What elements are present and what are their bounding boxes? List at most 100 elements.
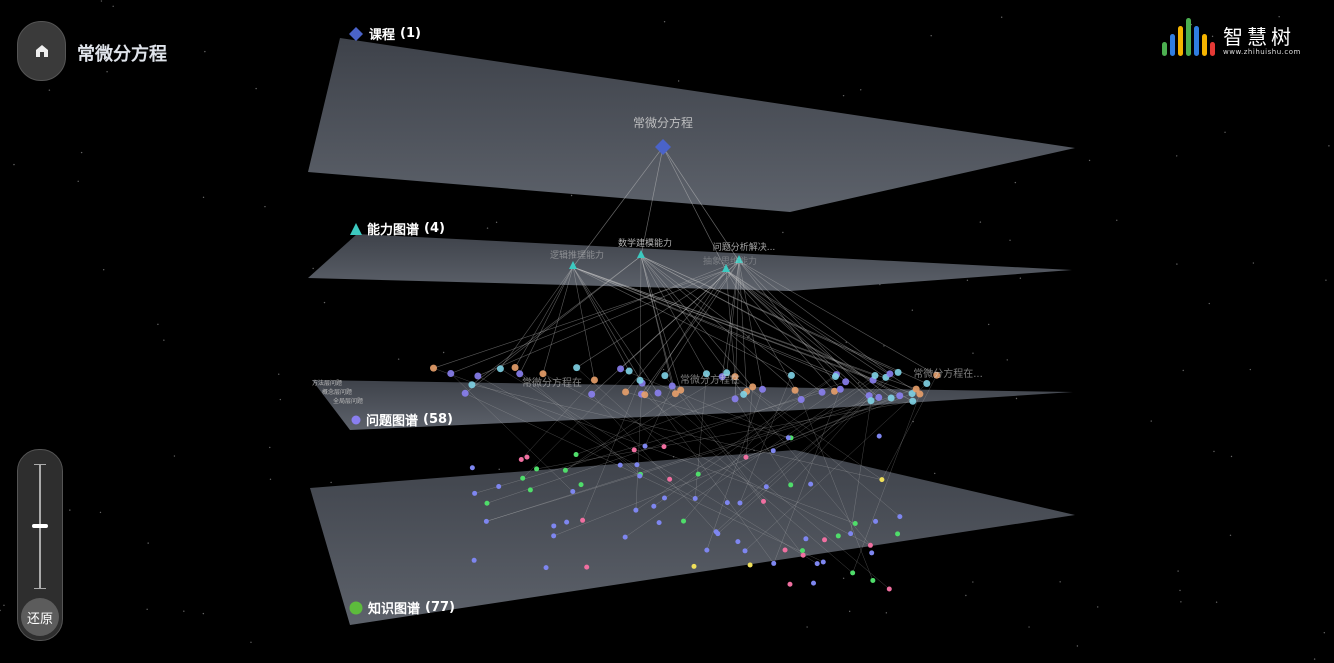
knowledge-node[interactable] [799,548,805,554]
question-node[interactable] [731,395,739,403]
knowledge-node[interactable] [631,447,637,453]
question-node[interactable] [759,385,767,393]
question-node[interactable] [896,392,904,400]
question-node[interactable] [461,389,469,397]
question-node[interactable] [573,364,581,372]
knowledge-node[interactable] [637,473,643,479]
knowledge-node[interactable] [876,433,882,439]
knowledge-node[interactable] [848,531,854,537]
knowledge-node[interactable] [662,495,668,501]
question-node[interactable] [430,364,438,372]
knowledge-node[interactable] [634,462,640,468]
knowledge-node[interactable] [622,534,628,540]
question-node[interactable] [791,386,799,394]
knowledge-node[interactable] [850,570,856,576]
knowledge-node[interactable] [642,443,648,449]
zoom-slider-handle[interactable] [32,524,48,528]
knowledge-node[interactable] [562,467,568,473]
knowledge-node[interactable] [691,563,697,569]
knowledge-node[interactable] [870,577,876,583]
question-node[interactable] [511,363,519,371]
knowledge-node[interactable] [656,520,662,526]
knowledge-node[interactable] [822,537,828,543]
course-node[interactable] [655,139,671,155]
question-node[interactable] [636,376,644,384]
knowledge-node[interactable] [551,523,557,529]
question-node[interactable] [539,370,547,378]
knowledge-node[interactable] [747,562,753,568]
question-node[interactable] [668,382,676,390]
question-node[interactable] [867,397,875,405]
knowledge-node[interactable] [743,454,749,460]
knowledge-node[interactable] [518,456,524,462]
ability-node[interactable] [735,255,743,263]
knowledge-node[interactable] [803,536,809,542]
knowledge-node[interactable] [617,462,623,468]
knowledge-node[interactable] [681,518,687,524]
knowledge-node[interactable] [852,521,858,527]
knowledge-node[interactable] [763,484,769,490]
question-node[interactable] [625,367,633,375]
knowledge-node[interactable] [787,581,793,587]
knowledge-node[interactable] [469,465,475,471]
ability-node[interactable] [722,264,730,272]
question-node[interactable] [749,383,757,391]
knowledge-node[interactable] [651,503,657,509]
knowledge-node[interactable] [742,548,748,554]
knowledge-node[interactable] [483,518,489,524]
knowledge-node[interactable] [534,466,540,472]
knowledge-node[interactable] [760,498,766,504]
question-node[interactable] [617,365,625,373]
question-node[interactable] [622,388,630,396]
question-node[interactable] [468,381,476,389]
question-node[interactable] [842,378,850,386]
question-node[interactable] [909,397,917,405]
knowledge-node[interactable] [584,564,590,570]
knowledge-node[interactable] [879,477,885,483]
knowledge-node[interactable] [564,519,570,525]
question-node[interactable] [447,369,455,377]
knowledge-node[interactable] [543,565,549,571]
knowledge-node[interactable] [573,452,579,458]
question-node[interactable] [831,373,839,381]
reset-button[interactable]: 还原 [21,598,59,636]
knowledge-node[interactable] [800,552,806,558]
knowledge-node[interactable] [814,561,820,567]
question-node[interactable] [912,385,920,393]
question-node[interactable] [797,396,805,404]
knowledge-node[interactable] [770,448,776,454]
ability-node[interactable] [569,261,577,269]
knowledge-node[interactable] [527,487,533,493]
question-node[interactable] [661,372,669,380]
knowledge-node[interactable] [551,533,557,539]
question-node[interactable] [590,376,598,384]
knowledge-node[interactable] [895,531,901,537]
question-node[interactable] [787,371,795,379]
knowledge-node[interactable] [737,500,743,506]
knowledge-node[interactable] [471,557,477,563]
knowledge-node[interactable] [782,547,788,553]
knowledge-node[interactable] [496,483,502,489]
knowledge-node[interactable] [713,529,719,535]
knowledge-node[interactable] [633,507,639,513]
knowledge-node[interactable] [580,517,586,523]
question-node[interactable] [908,390,916,398]
question-node[interactable] [836,385,844,393]
question-node[interactable] [875,393,883,401]
question-node[interactable] [702,370,710,378]
question-node[interactable] [723,369,731,377]
question-node[interactable] [641,391,649,399]
knowledge-node[interactable] [873,518,879,524]
question-node[interactable] [731,373,739,381]
knowledge-node[interactable] [667,476,673,482]
question-node[interactable] [916,390,924,398]
question-node[interactable] [740,390,748,398]
question-node[interactable] [671,390,679,398]
knowledge-node[interactable] [811,580,817,586]
question-node[interactable] [818,388,826,396]
question-node[interactable] [831,387,839,395]
knowledge-node[interactable] [472,490,478,496]
knowledge-node[interactable] [661,444,667,450]
question-node[interactable] [496,365,504,373]
